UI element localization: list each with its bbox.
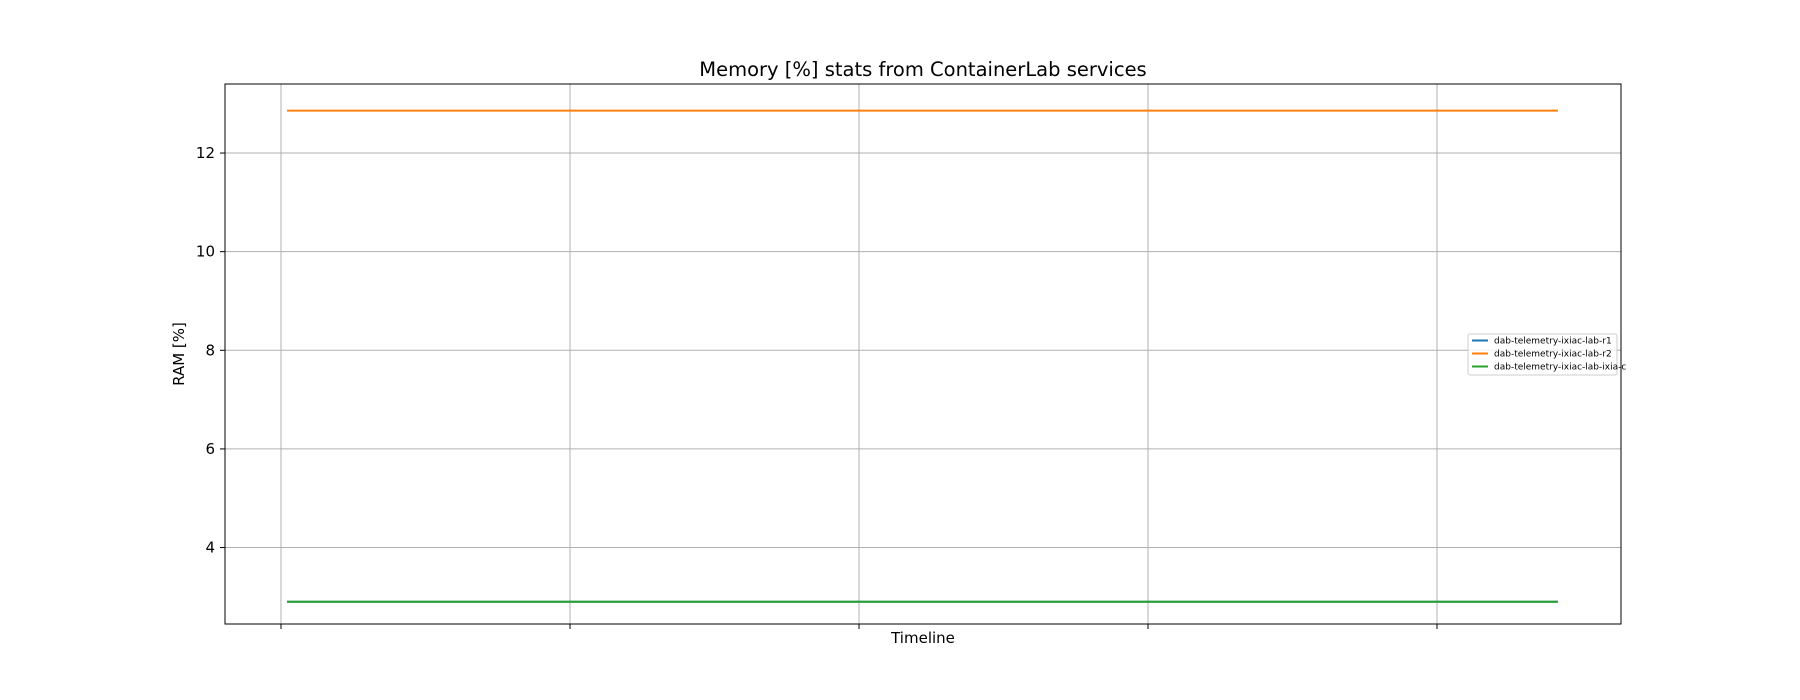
legend-box xyxy=(1467,333,1618,376)
y-tick-label: 8 xyxy=(205,341,215,359)
x-axis-label: Timeline xyxy=(890,629,955,647)
y-tick-label: 10 xyxy=(196,243,215,261)
y-tick-label: 6 xyxy=(205,440,215,458)
legend-label: dab-telemetry-ixiac-lab-r2 xyxy=(1494,350,1612,360)
legend-label: dab-telemetry-ixiac-lab-r1 xyxy=(1494,337,1612,347)
chart-title: Memory [%] stats from ContainerLab servi… xyxy=(699,58,1146,81)
series-lines xyxy=(287,109,1558,603)
y-tick-label: 4 xyxy=(205,539,215,557)
y-tick-label: 12 xyxy=(196,144,215,162)
y-axis-label: RAM [%] xyxy=(170,322,188,386)
legend: dab-telemetry-ixiac-lab-r1 dab-telemetry-… xyxy=(1467,333,1626,376)
plot-frame xyxy=(224,83,1622,625)
grid xyxy=(225,84,1621,624)
y-axis-ticks: 4 6 8 10 12 xyxy=(196,144,1438,629)
legend-label: dab-telemetry-ixiac-lab-ixia-c xyxy=(1494,363,1626,373)
